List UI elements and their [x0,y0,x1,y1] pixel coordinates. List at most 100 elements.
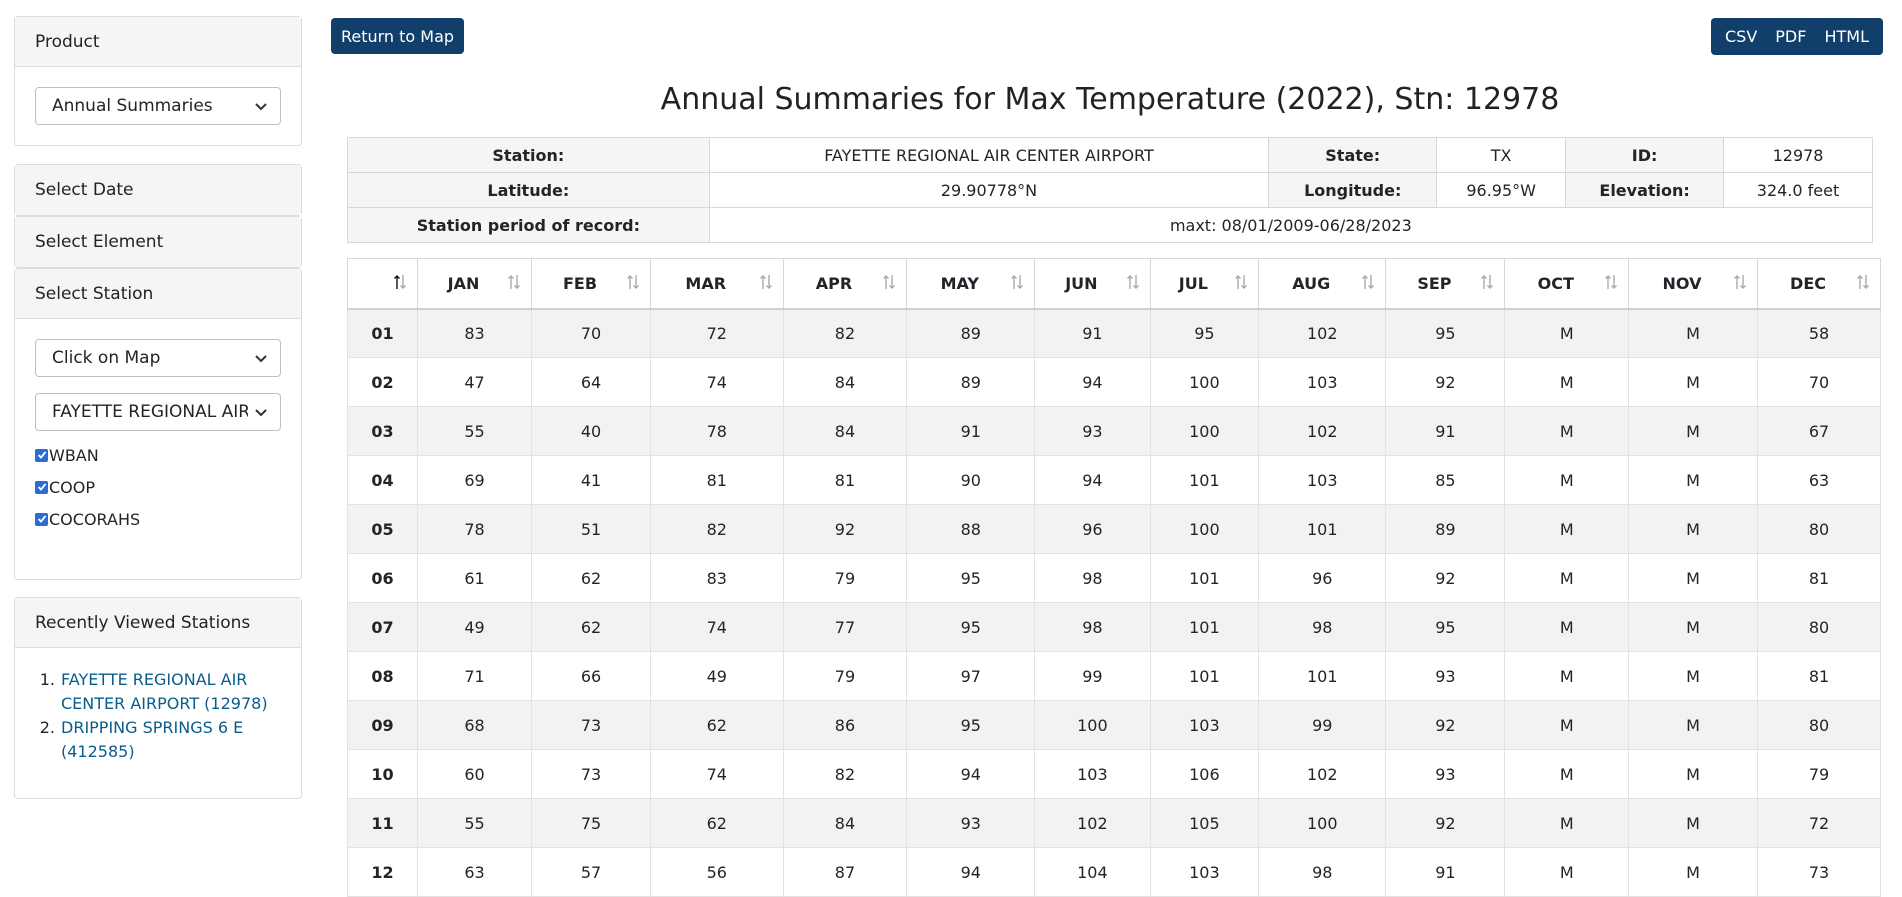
value-cell: 69 [416,455,533,505]
select-date-panel[interactable]: Select Date [14,164,302,216]
station-select-value: FAYETTE REGIONAL AIR CENTER AIRPORT [52,402,248,422]
value-cell: M [1504,847,1629,897]
sort-icon [1126,275,1139,289]
coop-checkbox[interactable] [35,480,48,494]
value-cell: 83 [649,553,784,603]
value-cell: 82 [649,504,784,554]
column-header-jun[interactable]: JUN [1034,258,1151,310]
value-cell: M [1504,700,1629,750]
elevation-value: 324.0 feet [1723,172,1873,208]
column-header-mar[interactable]: MAR [649,258,784,310]
value-cell: 70 [531,308,651,358]
wban-checkbox-row[interactable]: WBAN [35,439,281,471]
recent-stations-heading: Recently Viewed Stations [15,598,301,648]
select-date-heading[interactable]: Select Date [15,165,301,215]
column-header-jul[interactable]: JUL [1149,258,1260,310]
value-cell: 93 [1385,651,1506,701]
wban-checkbox[interactable] [35,448,48,462]
value-cell: 98 [1258,602,1387,652]
value-cell: 84 [782,357,908,407]
chevron-down-icon [255,409,267,417]
value-cell: 92 [1385,553,1506,603]
cocorahs-checkbox[interactable] [35,512,48,526]
column-header-label: MAY [940,273,979,293]
value-cell: M [1627,602,1759,652]
station-select[interactable]: FAYETTE REGIONAL AIR CENTER AIRPORT [35,393,281,431]
value-cell: 73 [531,749,651,799]
value-cell: 81 [1757,553,1881,603]
sort-icon [883,275,896,289]
latitude-label: Latitude: [347,172,710,208]
column-header-aug[interactable]: AUG [1258,258,1387,310]
table-header-row: JAN FEB MAR APR MAY JUN JUL AUG SEP OCT NOV DEC [347,258,1881,310]
column-header-sep[interactable]: SEP [1385,258,1506,310]
column-header-dec[interactable]: DEC [1757,258,1881,310]
value-cell: M [1504,504,1629,554]
value-cell: 77 [782,602,908,652]
value-cell: 87 [782,847,908,897]
column-header-label: JUN [1065,273,1098,293]
sort-icon [1235,275,1248,289]
column-header-may[interactable]: MAY [906,258,1036,310]
cocorahs-checkbox-row[interactable]: COCORAHS [35,503,281,535]
cocorahs-label: COCORAHS [49,509,141,529]
value-cell: 89 [1385,504,1506,554]
value-cell: 94 [1034,455,1151,505]
value-cell: 60 [416,749,533,799]
day-column-header[interactable] [347,258,418,310]
recent-station-line: (412585) [61,742,135,761]
value-cell: 103 [1258,455,1387,505]
value-cell: 98 [1258,847,1387,897]
return-to-map-button[interactable]: Return to Map [331,18,464,54]
station-label: Station: [347,137,710,173]
value-cell: M [1627,504,1759,554]
value-cell: 104 [1034,847,1151,897]
value-cell: M [1627,798,1759,848]
value-cell: M [1627,700,1759,750]
id-label: ID: [1565,137,1725,173]
column-header-feb[interactable]: FEB [531,258,651,310]
value-cell: M [1627,406,1759,456]
value-cell: 98 [1034,553,1151,603]
recent-station-link[interactable]: FAYETTE REGIONAL AIR CENTER AIRPORT (129… [61,668,268,716]
station-method-select[interactable]: Click on Map [35,339,281,377]
select-element-heading[interactable]: Select Element [15,217,301,267]
value-cell: 55 [416,798,533,848]
value-cell: 94 [906,749,1036,799]
column-header-apr[interactable]: APR [782,258,908,310]
pdf-button[interactable]: PDF [1775,27,1807,46]
sort-icon [1362,275,1375,289]
column-header-jan[interactable]: JAN [416,258,533,310]
value-cell: M [1627,553,1759,603]
coop-checkbox-row[interactable]: COOP [35,471,281,503]
value-cell: M [1627,357,1759,407]
value-cell: 93 [1385,749,1506,799]
export-button-group: CSV PDF HTML [1711,18,1883,55]
recent-station-line: DRIPPING SPRINGS 6 E [61,718,244,737]
value-cell: 80 [1757,504,1881,554]
table-row: 02 47 64 74 84 89 94 100 103 92 M M 70 [347,357,1881,407]
column-header-oct[interactable]: OCT [1504,258,1629,310]
value-cell: 63 [416,847,533,897]
product-panel-heading[interactable]: Product [15,17,301,67]
select-station-panel: Select Station Click on Map FAYETTE REGI… [14,268,302,580]
value-cell: 73 [531,700,651,750]
value-cell: 95 [1385,602,1506,652]
value-cell: 96 [1258,553,1387,603]
select-element-panel[interactable]: Select Element [14,216,302,268]
value-cell: 92 [1385,357,1506,407]
value-cell: 93 [1034,406,1151,456]
page-title: Annual Summaries for Max Temperature (20… [660,82,1560,117]
value-cell: M [1627,847,1759,897]
day-cell: 11 [347,798,418,848]
column-header-nov[interactable]: NOV [1627,258,1759,310]
select-station-heading[interactable]: Select Station [15,269,301,319]
value-cell: 103 [1034,749,1151,799]
value-cell: 100 [1034,700,1151,750]
recent-station-link[interactable]: DRIPPING SPRINGS 6 E (412585) [61,716,243,764]
csv-button[interactable]: CSV [1725,27,1758,46]
html-button[interactable]: HTML [1824,27,1869,46]
recent-station-line: CENTER AIRPORT (12978) [61,694,268,713]
value-cell: 55 [416,406,533,456]
product-select[interactable]: Annual Summaries [35,87,281,125]
